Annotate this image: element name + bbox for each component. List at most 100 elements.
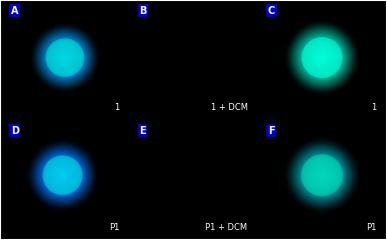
Circle shape (44, 37, 86, 78)
Circle shape (58, 51, 72, 64)
Circle shape (39, 152, 86, 198)
Circle shape (318, 54, 326, 62)
Circle shape (284, 20, 360, 96)
Circle shape (39, 31, 91, 84)
Text: D: D (11, 126, 19, 136)
Circle shape (320, 173, 324, 177)
Circle shape (315, 168, 329, 182)
Circle shape (47, 40, 83, 76)
Circle shape (317, 170, 327, 180)
Circle shape (42, 155, 83, 196)
Circle shape (53, 166, 72, 185)
Circle shape (319, 55, 325, 61)
Circle shape (31, 143, 94, 207)
Circle shape (294, 30, 350, 86)
Circle shape (41, 154, 84, 197)
Circle shape (314, 50, 330, 66)
Circle shape (317, 53, 327, 63)
Circle shape (288, 24, 356, 92)
Circle shape (310, 163, 334, 188)
Text: P1 + DCM: P1 + DCM (205, 223, 248, 232)
Circle shape (300, 154, 344, 197)
Circle shape (36, 29, 94, 87)
Circle shape (308, 44, 336, 72)
Circle shape (63, 56, 67, 60)
Circle shape (295, 31, 349, 85)
Circle shape (300, 153, 345, 198)
Circle shape (38, 30, 92, 85)
Circle shape (296, 32, 348, 84)
Circle shape (55, 168, 70, 183)
Circle shape (300, 36, 344, 80)
Circle shape (291, 27, 353, 89)
Circle shape (61, 54, 69, 61)
Circle shape (48, 41, 82, 75)
Circle shape (48, 161, 77, 190)
Circle shape (320, 56, 324, 60)
Circle shape (52, 165, 73, 186)
Circle shape (60, 53, 70, 62)
Circle shape (293, 29, 351, 87)
Text: B: B (139, 6, 147, 16)
Circle shape (321, 174, 323, 176)
Text: A: A (11, 6, 18, 16)
Circle shape (316, 169, 328, 181)
Circle shape (43, 156, 82, 195)
Circle shape (284, 137, 360, 213)
Circle shape (45, 158, 80, 193)
Circle shape (60, 172, 65, 178)
Circle shape (301, 37, 343, 79)
Circle shape (45, 38, 85, 78)
Circle shape (307, 43, 337, 73)
Circle shape (42, 35, 87, 80)
Circle shape (50, 163, 75, 188)
Circle shape (311, 47, 333, 69)
Circle shape (294, 148, 350, 203)
Circle shape (287, 140, 357, 210)
Circle shape (286, 22, 358, 94)
Circle shape (29, 141, 97, 209)
Circle shape (306, 159, 339, 192)
Circle shape (32, 144, 94, 206)
Text: 1: 1 (371, 103, 376, 112)
Circle shape (40, 153, 85, 198)
Circle shape (298, 152, 346, 199)
Circle shape (31, 24, 99, 91)
Circle shape (305, 41, 339, 75)
Circle shape (308, 161, 336, 190)
Circle shape (302, 38, 342, 78)
Circle shape (301, 155, 342, 196)
Circle shape (46, 39, 84, 77)
Circle shape (62, 55, 68, 60)
Circle shape (50, 43, 80, 73)
Circle shape (30, 23, 100, 92)
Circle shape (34, 27, 96, 89)
Circle shape (318, 171, 326, 179)
Circle shape (289, 25, 355, 91)
Circle shape (34, 147, 91, 204)
Circle shape (33, 26, 97, 90)
Circle shape (304, 40, 340, 76)
Circle shape (56, 48, 74, 67)
Circle shape (43, 36, 87, 79)
Circle shape (299, 35, 345, 81)
Circle shape (310, 46, 334, 70)
Circle shape (37, 30, 93, 86)
Circle shape (27, 140, 98, 210)
Circle shape (285, 138, 359, 212)
Circle shape (33, 145, 92, 205)
Circle shape (58, 170, 67, 180)
Circle shape (293, 146, 351, 204)
Circle shape (285, 21, 359, 95)
Circle shape (56, 168, 69, 182)
Circle shape (49, 42, 81, 74)
Circle shape (39, 32, 90, 83)
Circle shape (286, 139, 358, 211)
Circle shape (313, 166, 331, 185)
Circle shape (303, 39, 341, 77)
Circle shape (313, 49, 331, 67)
Circle shape (32, 25, 98, 90)
Circle shape (291, 144, 353, 206)
Text: F: F (268, 126, 274, 136)
Circle shape (297, 33, 347, 83)
